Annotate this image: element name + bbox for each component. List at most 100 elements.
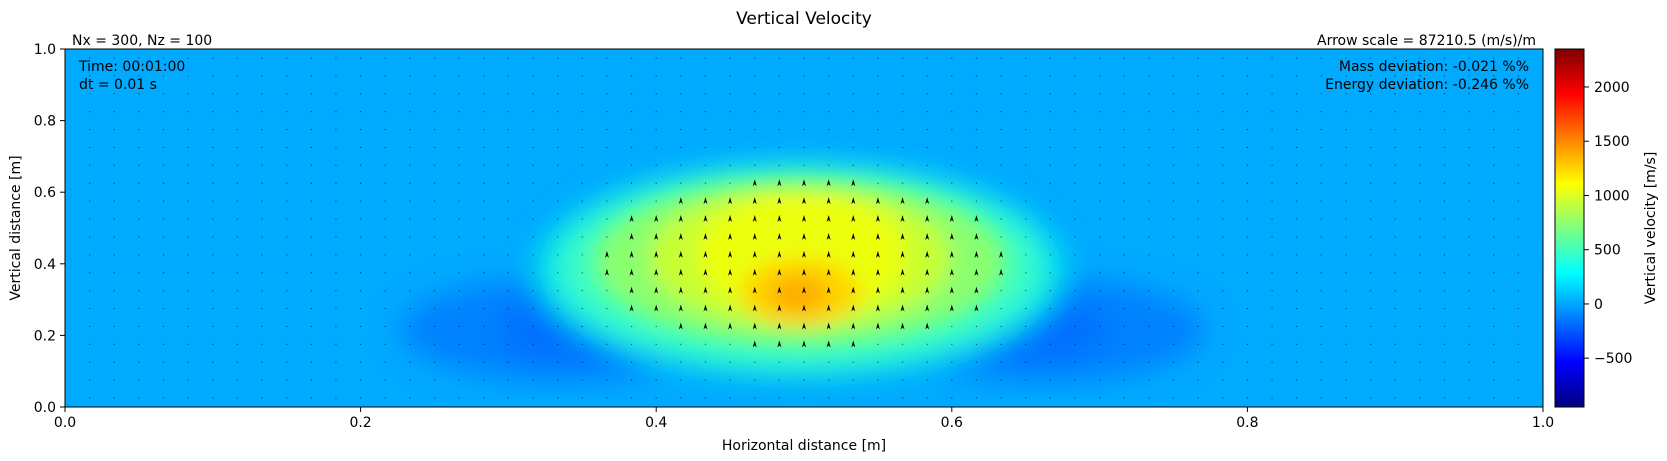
velocity-arrow [113,146,115,149]
velocity-arrow [557,164,559,166]
velocity-arrow [875,286,880,294]
velocity-arrow [458,290,460,292]
velocity-arrow [1468,57,1470,59]
velocity-arrow [654,215,659,223]
velocity-arrow [1320,93,1322,95]
velocity-arrow [1074,290,1076,292]
velocity-arrow [360,343,362,345]
velocity-arrow [1246,218,1248,220]
velocity-arrow [384,343,386,345]
velocity-arrow [680,111,682,113]
velocity-arrow [187,93,189,95]
velocity-arrow [1369,290,1372,292]
velocity-arrow [1443,128,1446,131]
velocity-arrow [1468,397,1470,399]
velocity-arrow [532,272,534,274]
velocity-arrow [113,307,115,310]
velocity-arrow [1419,397,1421,399]
velocity-arrow [1197,111,1199,113]
velocity-arrow [1345,218,1347,220]
velocity-arrow [1345,397,1347,399]
velocity-arrow [532,75,534,77]
velocity-arrow [89,93,91,95]
velocity-arrow [1369,397,1372,399]
velocity-arrow [581,93,583,95]
velocity-arrow [1025,307,1027,310]
velocity-arrow [680,146,682,149]
velocity-arrow [1123,57,1125,59]
velocity-arrow [1369,200,1372,202]
velocity-arrow [1148,236,1150,238]
velocity-arrow [1443,343,1446,345]
colorbar-tick-label: 1000 [1594,188,1630,204]
velocity-arrow [1394,182,1396,184]
velocity-arrow [1049,254,1051,256]
velocity-arrow [1172,57,1175,59]
velocity-arrow [1369,272,1372,274]
velocity-arrow [581,236,583,238]
velocity-arrow [236,200,239,202]
velocity-arrow [1493,75,1495,77]
velocity-arrow [974,215,979,223]
velocity-arrow [409,343,411,345]
velocity-arrow [729,146,731,149]
velocity-arrow [557,182,559,184]
velocity-arrow [261,325,263,328]
velocity-arrow [1271,57,1273,59]
velocity-arrow [1246,361,1248,363]
velocity-arrow [1123,75,1125,77]
velocity-arrow [754,93,756,95]
velocity-arrow [162,146,165,149]
velocity-arrow [826,322,831,330]
velocity-arrow [1419,272,1421,274]
velocity-arrow [1443,182,1446,184]
velocity-arrow [483,128,485,131]
velocity-arrow [875,268,880,276]
velocity-arrow [1296,75,1298,77]
x-tick-label: 1.0 [1532,415,1554,431]
velocity-arrow [409,164,411,166]
velocity-arrow [1049,128,1051,131]
velocity-arrow [483,93,485,95]
velocity-arrow [1123,254,1125,256]
velocity-arrow [1172,361,1175,363]
velocity-arrow [384,182,386,184]
chart-title: Vertical Velocity [736,9,872,29]
velocity-arrow [680,93,682,95]
velocity-arrow [1296,164,1298,166]
velocity-arrow [728,215,733,223]
velocity-arrow [507,218,509,220]
velocity-arrow [704,93,707,95]
velocity-arrow [1320,397,1322,399]
velocity-arrow [680,397,682,399]
velocity-arrow [802,268,806,276]
velocity-arrow [162,254,165,256]
velocity-arrow [754,111,756,113]
velocity-arrow [1049,343,1051,345]
velocity-arrow [729,361,731,363]
velocity-arrow [1222,236,1224,238]
velocity-arrow [1000,128,1002,131]
velocity-arrow [606,236,608,238]
velocity-arrow [1222,93,1224,95]
velocity-arrow [212,307,214,310]
velocity-arrow [925,232,930,240]
velocity-arrow [752,322,757,330]
velocity-arrow [1172,128,1175,131]
velocity-arrow [802,304,806,312]
velocity-arrow [138,272,140,274]
velocity-arrow [1172,93,1175,95]
velocity-arrow [1025,236,1027,238]
velocity-arrow [1025,218,1027,220]
colorbar [1554,48,1585,408]
velocity-arrow [680,164,682,166]
velocity-arrow [1246,397,1248,399]
velocity-arrow [458,182,460,184]
velocity-arrow [310,325,312,328]
velocity-arrow [1197,307,1199,310]
velocity-arrow [1148,325,1150,328]
velocity-arrow [777,250,782,258]
velocity-arrow [1000,182,1002,184]
velocity-arrow [113,57,115,59]
